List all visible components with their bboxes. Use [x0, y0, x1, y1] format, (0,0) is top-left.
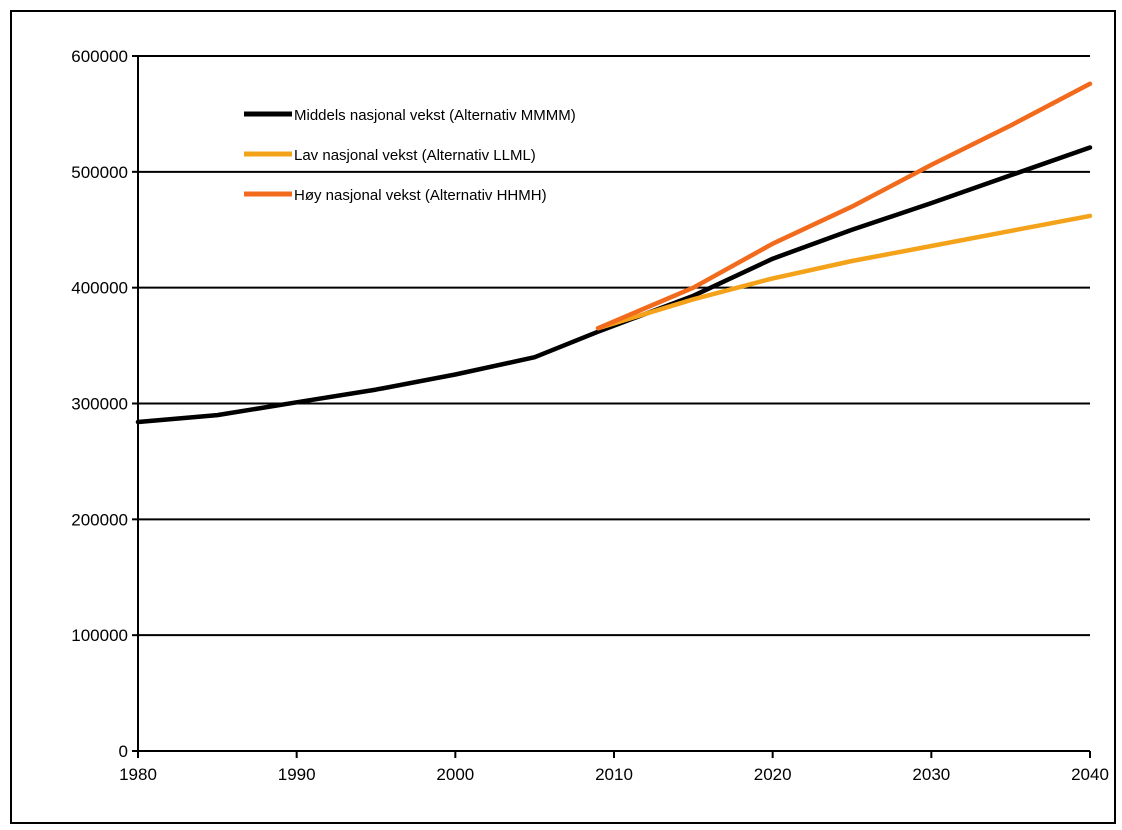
y-tick-label: 400000 [71, 279, 128, 298]
ticks: 0 100000 200000 300000 400000 500000 600000 198… [71, 47, 1109, 784]
y-tick-label: 500000 [71, 163, 128, 182]
series-line-0 [135, 145, 1093, 425]
gridlines [138, 55, 1090, 637]
x-tick-label: 2030 [912, 765, 950, 784]
series-layer [135, 81, 1093, 425]
y-tick-label: 0 [119, 742, 128, 761]
legend-label-0: Middels nasjonal vekst (Alternativ MMMM) [294, 107, 576, 124]
series-line-1 [595, 213, 1093, 331]
legend: Middels nasjonal vekst (Alternativ MMMM)… [244, 107, 576, 204]
x-tick-label: 2020 [754, 765, 792, 784]
y-tick-label: 100000 [71, 626, 128, 645]
x-tick-label: 2000 [436, 765, 474, 784]
y-tick-label: 600000 [71, 47, 128, 66]
x-tick-label: 2040 [1071, 765, 1109, 784]
x-tick-label: 1990 [278, 765, 316, 784]
series-line-2 [595, 81, 1093, 331]
x-tick-label: 2010 [595, 765, 633, 784]
legend-label-1: Lav nasjonal vekst (Alternativ LLML) [294, 147, 536, 164]
legend-label-2: Høy nasjonal vekst (Alternativ HHMH) [294, 187, 547, 204]
x-tick-label: 1980 [119, 765, 157, 784]
y-tick-label: 300000 [71, 395, 128, 414]
y-tick-label: 200000 [71, 510, 128, 529]
